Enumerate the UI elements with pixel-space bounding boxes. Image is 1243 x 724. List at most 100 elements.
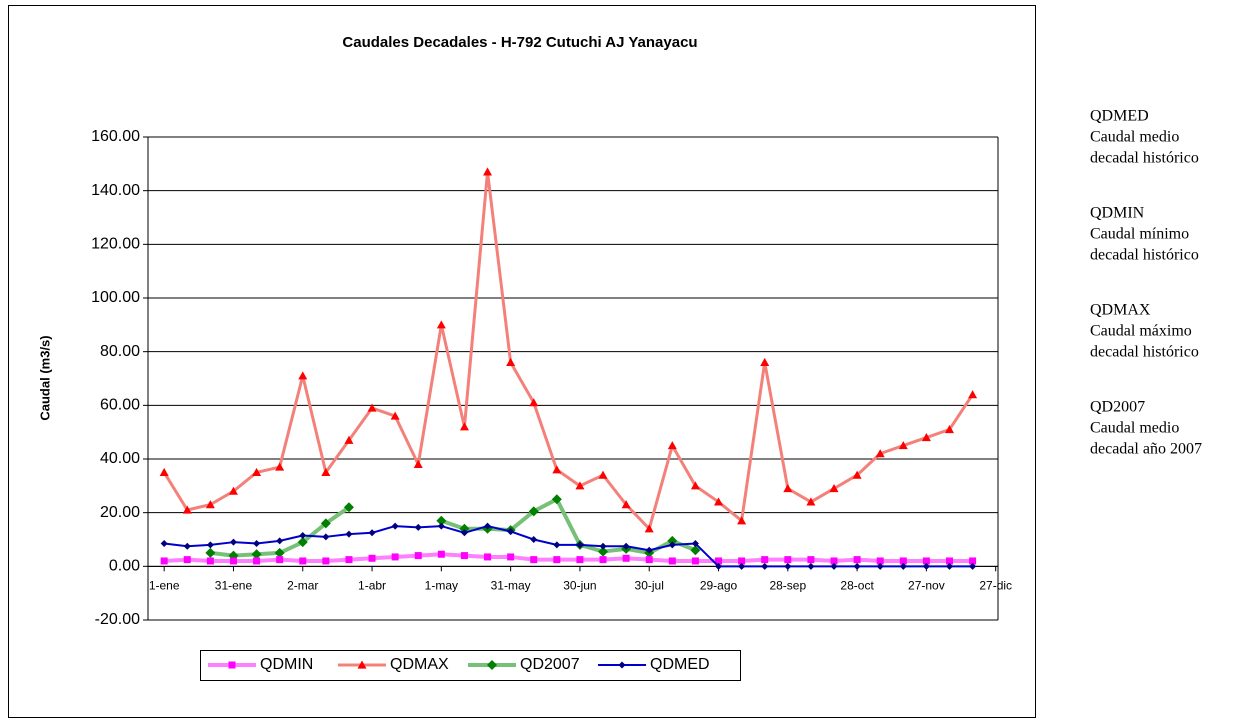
series-line: [162, 170, 974, 531]
marker: [483, 167, 493, 176]
marker: [484, 553, 492, 561]
marker: [737, 516, 747, 525]
chart-title: Caudales Decadales - H-792 Cutuchi AJ Ya…: [342, 34, 697, 51]
marker: [367, 403, 377, 412]
note-line: Caudal mínimo: [1090, 226, 1189, 243]
marker: [321, 467, 331, 477]
marker: [229, 557, 237, 565]
marker: [969, 562, 977, 570]
note-line: Caudal medio: [1090, 420, 1179, 437]
marker: [899, 562, 907, 570]
marker: [829, 484, 839, 493]
marker: [715, 557, 723, 565]
x-tick-label: 31-may: [491, 579, 531, 593]
marker: [876, 557, 884, 565]
marker: [945, 562, 953, 570]
marker: [414, 552, 422, 560]
marker: [944, 424, 954, 434]
note-line: Caudal máximo: [1090, 323, 1192, 340]
marker: [690, 481, 700, 490]
x-tick-label: 1-abr: [358, 579, 386, 593]
x-tick-label: 1-may: [425, 579, 458, 593]
note-key: QD2007: [1090, 399, 1145, 416]
y-tick-label: 120.00: [91, 236, 140, 253]
x-tick-label: 29-ago: [700, 579, 738, 593]
marker: [506, 357, 516, 366]
marker: [738, 562, 746, 570]
marker: [599, 556, 607, 564]
marker: [368, 529, 376, 537]
x-tick-label: 30-jul: [635, 579, 664, 593]
marker: [205, 500, 215, 509]
marker: [276, 556, 284, 564]
marker: [553, 541, 561, 549]
marker: [830, 562, 838, 570]
marker: [783, 484, 793, 493]
note-key: QDMED: [1090, 108, 1149, 125]
marker: [297, 537, 308, 548]
marker: [760, 357, 770, 366]
marker: [784, 556, 792, 564]
legend-marker: [228, 661, 236, 669]
series-line: [164, 552, 973, 563]
x-tick-label: 28-oct: [840, 579, 874, 593]
marker: [252, 467, 262, 477]
x-tick-label: 2-mar: [287, 579, 318, 593]
y-tick-label: 80.00: [100, 343, 140, 360]
marker: [691, 540, 699, 548]
marker: [784, 562, 792, 570]
marker: [853, 562, 861, 570]
marker: [344, 435, 354, 444]
marker: [322, 533, 330, 541]
marker: [599, 542, 607, 550]
marker: [507, 527, 515, 535]
marker: [714, 497, 724, 506]
marker: [460, 552, 468, 560]
marker: [320, 518, 331, 529]
marker: [876, 562, 884, 570]
marker: [807, 562, 815, 570]
marker: [368, 554, 376, 562]
marker: [598, 470, 608, 479]
marker: [390, 411, 400, 420]
marker: [345, 530, 353, 538]
marker: [690, 545, 701, 556]
marker: [668, 541, 676, 549]
marker: [761, 562, 769, 570]
marker: [275, 462, 285, 471]
marker: [552, 465, 562, 474]
marker: [160, 557, 168, 565]
marker: [183, 556, 191, 564]
legend-label: QDMIN: [260, 656, 313, 673]
legend-label: QDMED: [650, 656, 710, 673]
marker: [529, 398, 539, 407]
marker: [622, 554, 630, 562]
marker: [345, 556, 353, 564]
x-tick-label: 1-ene: [149, 579, 180, 593]
x-tick-label: 31-ene: [215, 579, 253, 593]
notes: QDMED Caudal medio decadal histórico QDMIN C…: [1090, 108, 1202, 458]
marker: [645, 546, 653, 554]
marker: [622, 542, 630, 550]
note-key: QDMIN: [1090, 205, 1145, 222]
marker: [413, 459, 423, 468]
marker: [507, 553, 515, 561]
marker: [459, 422, 469, 431]
marker: [322, 557, 330, 565]
marker: [530, 536, 538, 543]
marker: [228, 486, 238, 495]
series-line: [164, 525, 973, 568]
marker: [298, 371, 308, 380]
marker: [551, 494, 562, 505]
marker: [969, 557, 977, 565]
marker: [414, 523, 422, 531]
marker: [921, 433, 931, 442]
marker: [668, 557, 676, 565]
marker: [830, 557, 838, 565]
x-tick-label: 27-nov: [908, 579, 945, 593]
marker: [299, 531, 307, 539]
marker: [761, 556, 769, 564]
x-tick-label: 28-sep: [769, 579, 806, 593]
note-line: decadal histórico: [1090, 344, 1199, 361]
